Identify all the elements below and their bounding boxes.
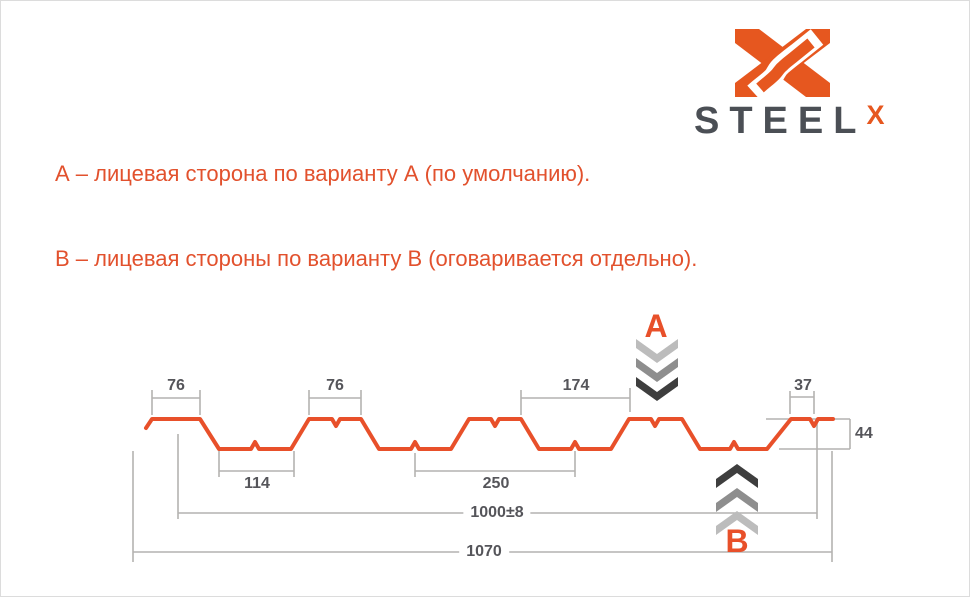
dim-label-174: 174 bbox=[562, 377, 590, 394]
dim-label-76-mid: 76 bbox=[326, 377, 344, 394]
note-variant-a: А – лицевая сторона по варианту А (по ум… bbox=[55, 161, 591, 186]
logo-brand-sup-x: X bbox=[866, 100, 885, 130]
dim-label-76-left: 76 bbox=[167, 377, 185, 394]
dim-label-37: 37 bbox=[794, 377, 812, 394]
chevron-down-dark bbox=[636, 377, 678, 401]
variant-a-label: A bbox=[644, 308, 668, 344]
note-variant-b: В – лицевая стороны по варианту В (огова… bbox=[55, 246, 698, 271]
dim-label-114: 114 bbox=[244, 475, 270, 492]
profile-outline bbox=[144, 417, 835, 451]
logo-brand-text: STEEL bbox=[694, 100, 867, 142]
dim-label-44: 44 bbox=[855, 425, 873, 442]
variant-b-arrows-icon bbox=[716, 464, 758, 535]
chevron-up-light bbox=[716, 511, 758, 535]
chevron-up-dark bbox=[716, 464, 758, 488]
steelx-logo-wordmark: STEEL X bbox=[694, 101, 884, 141]
steelx-logo-mark bbox=[735, 29, 830, 101]
chevron-up-mid bbox=[716, 488, 758, 512]
dim-label-250: 250 bbox=[482, 475, 510, 492]
chevron-down-light bbox=[636, 339, 678, 363]
chevron-down-mid bbox=[636, 358, 678, 382]
logo-band bbox=[756, 38, 815, 93]
variant-b-label: B bbox=[725, 523, 749, 559]
dim-label-1000: 1000±8 bbox=[463, 505, 531, 521]
dim-label-1070: 1070 bbox=[459, 544, 509, 560]
variant-a-arrows-icon bbox=[636, 339, 678, 401]
